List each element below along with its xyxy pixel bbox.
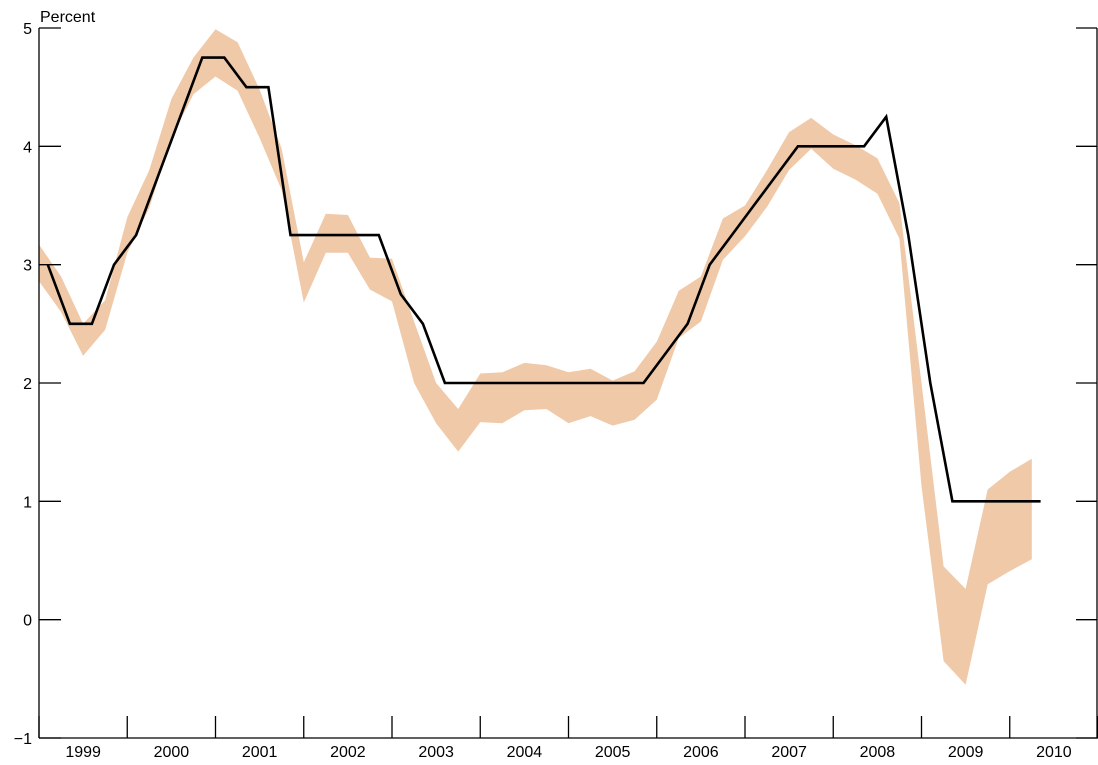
x-tick-label: 1999 — [65, 744, 101, 761]
y-tick-label: 5 — [23, 21, 32, 38]
unit-label: Percent — [40, 9, 96, 26]
x-tick-label: 2010 — [1036, 744, 1072, 761]
y-tick-label: 3 — [23, 258, 32, 275]
y-tick-label: −1 — [14, 731, 32, 748]
y-tick-label: 2 — [23, 376, 32, 393]
x-tick-label: 2005 — [595, 744, 631, 761]
x-tick-label: 2009 — [948, 744, 984, 761]
x-tick-label: 2006 — [683, 744, 719, 761]
line-layer — [46, 56, 1041, 503]
y-tick-label: 1 — [23, 494, 32, 511]
x-tick-label: 2008 — [860, 744, 896, 761]
x-tick-label: 2003 — [418, 744, 454, 761]
x-tick-label: 2000 — [154, 744, 190, 761]
forecast-range-band — [39, 29, 1032, 685]
actual-rate-line — [46, 56, 1041, 503]
band-layer — [39, 29, 1032, 685]
x-tick-label: 2004 — [507, 744, 543, 761]
axes-layer: −1 0 1 2 3 4 5 1999 2000 2001 2002 2003 2004 2005 2006… — [14, 21, 1098, 761]
x-tick-label: 2007 — [771, 744, 807, 761]
y-tick-label: 0 — [23, 613, 32, 630]
x-tick-label: 2001 — [242, 744, 278, 761]
x-tick-label: 2002 — [330, 744, 366, 761]
y-tick-label: 4 — [23, 139, 32, 156]
